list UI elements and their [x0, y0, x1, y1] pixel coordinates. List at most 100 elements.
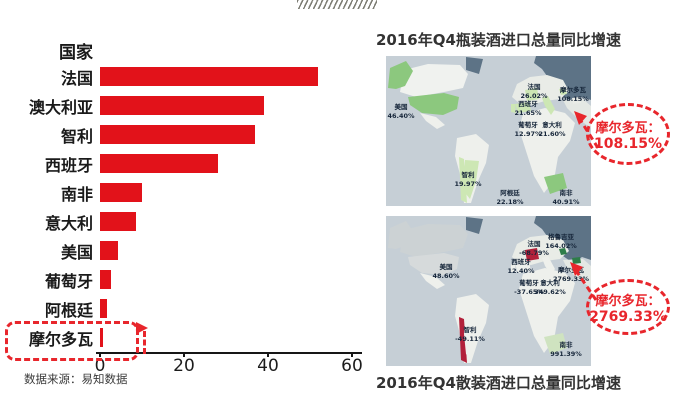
- country-value: 164.02%: [545, 241, 577, 250]
- bar: [100, 328, 104, 347]
- region-moldova: [559, 88, 567, 95]
- x-tick-label: 60: [341, 356, 363, 376]
- bar-category-label: 法国: [60, 68, 93, 88]
- country-name: 西班牙: [511, 258, 531, 266]
- map-country-label: 摩尔多瓦 2769.33%: [553, 266, 589, 284]
- data-source-note: 数据来源：易知数据: [24, 372, 128, 386]
- country-name: 智利: [463, 326, 477, 334]
- bar-category-label: 西班牙: [44, 155, 93, 175]
- bar-row: 摩尔多瓦: [0, 323, 370, 352]
- country-value: 108.15%: [557, 94, 589, 103]
- region-france: [525, 248, 539, 261]
- region-argentina: [464, 320, 479, 359]
- moldova-highlight-arrow-icon: [136, 322, 148, 334]
- region-georgia: [572, 257, 581, 264]
- country-name: 摩尔多瓦: [559, 86, 586, 94]
- callout-value: 2769.33%: [589, 308, 667, 325]
- callout-value: 108.15%: [593, 135, 663, 152]
- map-country-label: 美国 48.60%: [432, 263, 459, 281]
- map-country-label: 西班牙 21.65%: [514, 100, 541, 118]
- map-country-label: 摩尔多瓦 108.15%: [557, 86, 589, 104]
- bar-category-label: 阿根廷: [44, 300, 93, 320]
- x-tick-label: 40: [257, 356, 279, 376]
- world-map-svg: [388, 56, 591, 203]
- bar-row: 智利: [0, 120, 370, 149]
- map-country-label: 智利 19.97%: [454, 171, 481, 189]
- moldova-highlight-descender: [143, 331, 146, 354]
- region-canada: [400, 224, 468, 257]
- region-southafrica: [544, 173, 567, 194]
- bar-category-label: 澳大利亚: [28, 97, 93, 117]
- country-name: 南非: [559, 189, 573, 197]
- country-name: 法国: [527, 240, 541, 248]
- country-name: 南非: [559, 341, 573, 349]
- bar: [100, 183, 142, 202]
- country-name: 意大利: [542, 121, 562, 129]
- region-canada: [400, 64, 468, 97]
- bar-chart-header: 国家: [59, 43, 93, 63]
- country-value: 2769.33%: [552, 274, 590, 283]
- region-greenland: [466, 217, 483, 234]
- map-country-label: 葡萄牙 -37.65%: [514, 279, 544, 297]
- country-value: 12.40%: [507, 266, 535, 275]
- x-tick-mark: [183, 352, 185, 357]
- country-value: 349.62%: [534, 287, 566, 296]
- bar-row: 澳大利亚: [0, 91, 370, 120]
- bar: [100, 299, 107, 318]
- country-name: 西班牙: [518, 100, 538, 108]
- region-moldova: [559, 248, 567, 255]
- region-mexico: [420, 113, 445, 129]
- callout-arrow-icon: [570, 262, 598, 301]
- callout-country: 摩尔多瓦：: [595, 293, 661, 309]
- country-value: -37.65%: [514, 287, 544, 296]
- country-name: 葡萄牙: [519, 279, 539, 287]
- region-france: [525, 88, 539, 101]
- region-africa: [519, 108, 575, 193]
- region-georgia: [572, 97, 581, 104]
- country-name: 法国: [527, 83, 541, 91]
- x-axis-line: [96, 352, 362, 354]
- region-spain: [515, 102, 531, 113]
- country-value: -68.79%: [519, 248, 549, 257]
- bar: [100, 96, 264, 115]
- bar-category-label: 智利: [60, 126, 93, 146]
- country-value: 21.60%: [538, 129, 566, 138]
- map-country-label: 法国 -68.79%: [519, 240, 549, 258]
- bar-row: 南非: [0, 178, 370, 207]
- region-mexico: [420, 273, 445, 289]
- country-name: 智利: [461, 171, 475, 179]
- x-tick-mark: [351, 352, 353, 357]
- country-value: 12.97%: [514, 129, 542, 138]
- bar: [100, 241, 119, 260]
- country-value: 21.65%: [514, 108, 542, 117]
- map-country-label: 法国 26.02%: [520, 83, 547, 101]
- region-asia: [534, 216, 591, 263]
- hatch-decoration: [297, 0, 377, 9]
- bar-category-label: 葡萄牙: [44, 271, 93, 291]
- bar: [100, 212, 136, 231]
- map-country-label: 南非 991.39%: [550, 341, 582, 359]
- bar-row: 西班牙: [0, 149, 370, 178]
- country-value: 46.40%: [387, 111, 415, 120]
- country-name: 美国: [394, 103, 408, 111]
- map-country-label: 意大利 21.60%: [538, 121, 565, 139]
- map-country-label: 葡萄牙 12.97%: [514, 121, 541, 139]
- country-value: -49.11%: [455, 334, 485, 343]
- map-country-label: 格鲁吉亚 164.02%: [545, 233, 577, 251]
- map-country-label: 意大利 349.62%: [534, 279, 566, 297]
- bar-category-label: 意大利: [44, 213, 93, 233]
- map-country-label: 西班牙 12.40%: [507, 258, 534, 276]
- x-tick-mark: [267, 352, 269, 357]
- map-country-label: 阿根廷 22.18%: [496, 189, 523, 206]
- bar: [100, 154, 218, 173]
- region-italy: [542, 96, 555, 115]
- bar-row: 美国: [0, 236, 370, 265]
- bar-category-label: 南非: [60, 184, 93, 204]
- moldova-callout-bottled: 摩尔多瓦： 108.15%: [586, 103, 670, 165]
- map-country-label: 智利 -49.11%: [455, 326, 485, 344]
- callout-country: 摩尔多瓦：: [595, 120, 661, 136]
- region-portugal: [511, 104, 516, 113]
- region-usa48: [408, 93, 459, 115]
- country-name: 格鲁吉亚: [547, 233, 574, 241]
- bar-row: 阿根廷: [0, 294, 370, 323]
